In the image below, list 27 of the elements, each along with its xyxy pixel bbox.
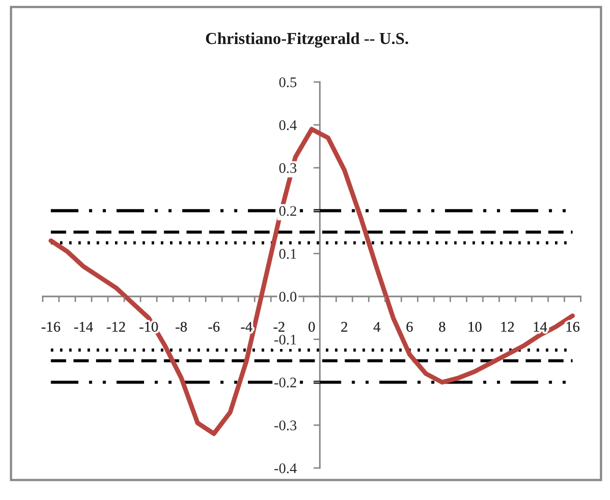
y-tick-label: 0.0	[279, 292, 296, 302]
y-tick-label: 0.1	[279, 248, 296, 259]
x-tick-label: 14	[534, 322, 548, 332]
x-tick-label: 10	[468, 322, 482, 332]
x-tick-label: 12	[501, 322, 514, 332]
x-tick-label: -8	[176, 322, 187, 332]
x-tick-label: -12	[106, 322, 125, 332]
x-tick-label: -4	[240, 322, 252, 332]
y-tick-label: 0.2	[279, 206, 296, 216]
y-tick-label: -0.4	[274, 463, 297, 474]
x-tick-label: 2	[341, 322, 348, 332]
y-tick-label: 0.5	[279, 77, 296, 88]
x-tick-label: -2	[274, 322, 284, 332]
y-tick-label: 0.4	[279, 120, 297, 130]
x-tick-label: 16	[566, 322, 580, 332]
x-tick-label: -6	[208, 322, 220, 332]
y-tick-label: -0.3	[274, 420, 296, 430]
y-tick-label: -0.1	[274, 334, 296, 345]
x-tick-label: 0	[308, 322, 315, 332]
x-tick-label: 8	[439, 322, 446, 332]
x-tick-label: 6	[406, 322, 413, 332]
y-tick-label: -0.2	[274, 378, 296, 388]
x-tick-label: 4	[374, 322, 380, 332]
chart-title: Christiano-Fitzgerald -- U.S.	[206, 32, 408, 48]
x-tick-label: -16	[42, 322, 60, 332]
x-tick-label: -14	[74, 322, 93, 332]
y-tick-label: 0.3	[279, 163, 296, 174]
